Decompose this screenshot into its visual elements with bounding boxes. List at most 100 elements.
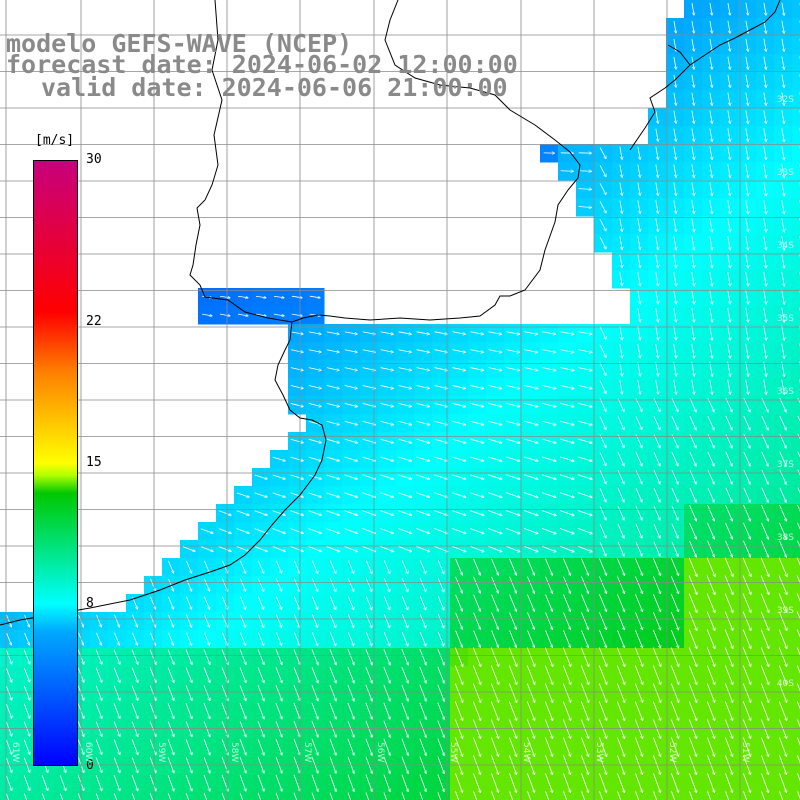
wind-cell: [792, 18, 800, 37]
wind-cell: [252, 792, 271, 800]
wind-cell: [36, 792, 55, 800]
wind-cell: [414, 792, 433, 800]
wind-cell: [792, 630, 800, 649]
wind-cell: [504, 792, 523, 800]
longitude-label: 58W: [229, 742, 239, 763]
colorbar-tick-label: 15: [86, 455, 102, 470]
wind-cell: [234, 792, 253, 800]
wind-cell: [378, 792, 397, 800]
colorbar-unit: [m/s]: [35, 133, 75, 148]
longitude-label: 57W: [302, 742, 312, 763]
wind-cell: [792, 450, 800, 469]
wind-cell: [324, 792, 343, 800]
longitude-label: 56W: [375, 742, 385, 763]
wind-cell: [18, 792, 37, 800]
wind-cell: [468, 792, 487, 800]
wind-cell: [792, 540, 800, 559]
wind-cell: [540, 792, 559, 800]
wind-cell: [792, 90, 800, 109]
colorbar-tick-label: 30: [86, 152, 102, 167]
wind-cell: [108, 792, 127, 800]
wind-cell: [162, 792, 181, 800]
wind-cell: [126, 792, 145, 800]
wind-cell: [288, 792, 307, 800]
latitude-label: 35S: [776, 314, 794, 324]
wind-cell: [450, 792, 469, 800]
wind-cell: [792, 306, 800, 325]
wind-cell: [702, 792, 721, 800]
wind-cell: [612, 792, 631, 800]
latitude-label: 38S: [776, 533, 794, 543]
wind-cell: [630, 792, 649, 800]
wind-cell: [792, 666, 800, 685]
latitude-label: 33S: [776, 168, 794, 178]
wind-cell: [792, 342, 800, 361]
wind-cell: [720, 792, 739, 800]
wind-cell: [270, 792, 289, 800]
wind-cell: [558, 792, 577, 800]
wind-cell: [792, 108, 800, 127]
longitude-label: 60W: [83, 742, 93, 763]
wind-cell: [792, 36, 800, 55]
wind-cell: [432, 792, 451, 800]
wind-cell: [792, 414, 800, 433]
wind-cell: [522, 792, 541, 800]
wind-cell: [792, 252, 800, 271]
wind-cell: [756, 792, 775, 800]
wind-cell: [54, 792, 73, 800]
wind-cell: [738, 792, 757, 800]
longitude-label: 55W: [448, 742, 458, 763]
longitude-label: 61W: [10, 742, 20, 763]
wind-cell: [594, 792, 613, 800]
wind-cell: [792, 54, 800, 73]
wind-cell: [792, 360, 800, 379]
wind-cell: [792, 396, 800, 415]
wind-cell: [792, 0, 800, 19]
wind-cell: [792, 522, 800, 541]
wind-cell: [180, 792, 199, 800]
wind-cell: [792, 576, 800, 595]
wind-cell: [792, 594, 800, 613]
wind-cell: [792, 144, 800, 163]
wind-cell: [774, 792, 793, 800]
wind-cell: [216, 792, 235, 800]
wind-cell: [792, 378, 800, 397]
wind-cell: [792, 162, 800, 181]
wind-cell: [144, 792, 163, 800]
colorbar: [33, 160, 78, 766]
wind-cell: [0, 792, 19, 800]
wind-cell: [792, 558, 800, 577]
wind-cell: [306, 792, 325, 800]
latitude-label: 32S: [776, 95, 794, 105]
wind-arrow: [560, 171, 574, 172]
longitude-label: 59W: [156, 742, 166, 763]
wind-cell: [792, 72, 800, 91]
longitude-label: 52W: [667, 742, 677, 763]
longitude-label: 53W: [594, 742, 604, 763]
colorbar-tick-label: 8: [86, 596, 94, 612]
wind-cell: [666, 792, 685, 800]
wind-cell: [792, 216, 800, 235]
wind-cell: [684, 792, 703, 800]
latitude-label: 40S: [776, 679, 794, 689]
wind-cell: [792, 288, 800, 307]
wind-cell: [792, 324, 800, 343]
wind-cell: [792, 504, 800, 523]
wind-cell: [396, 792, 415, 800]
latitude-label: 36S: [776, 387, 794, 397]
wind-cell: [360, 792, 379, 800]
valid-date: valid date: 2024-06-06 21:00:00: [41, 73, 508, 102]
wind-cell: [792, 270, 800, 289]
latitude-label: 39S: [776, 606, 794, 616]
wind-cell: [576, 792, 595, 800]
wind-cell: [792, 468, 800, 487]
wind-cell: [792, 486, 800, 505]
wind-cell: [792, 702, 800, 721]
wind-cell: [90, 792, 109, 800]
wind-cell: [342, 792, 361, 800]
wind-cell: [792, 180, 800, 199]
wind-cell: [792, 432, 800, 451]
wind-cell: [792, 126, 800, 145]
